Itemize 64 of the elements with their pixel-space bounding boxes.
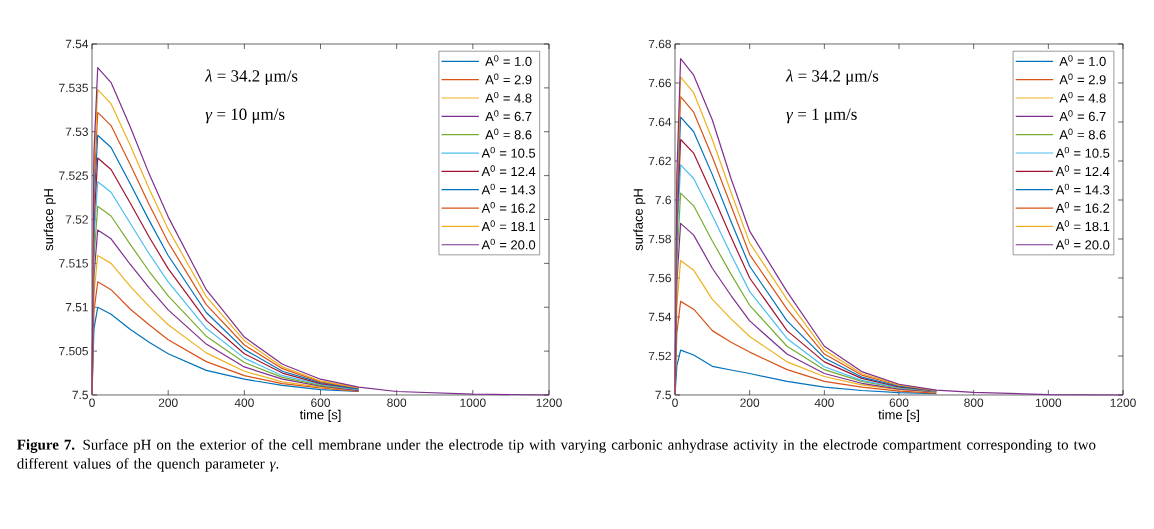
- legend-label: A$^{0}$ = 16.2: [1055, 201, 1110, 213]
- x-axis-title: time [s]: [299, 409, 341, 422]
- y-tick-label: 7.64: [648, 117, 672, 127]
- x-tick-label: 0: [89, 398, 95, 407]
- legend-label: A$^{0}$ = 20.0: [1055, 238, 1110, 250]
- legend-label: A$^{0}$ = 2.9: [1059, 73, 1106, 85]
- y-tick-label: 7.525: [59, 171, 88, 180]
- legend-label: A$^{0}$ = 10.5: [1055, 146, 1110, 158]
- y-axis-title: surface pH: [633, 189, 646, 251]
- x-tick-label: 800: [387, 398, 407, 407]
- legend-label: A$^{0}$ = 14.3: [481, 183, 536, 195]
- x-tick-label: 400: [814, 398, 834, 407]
- annotation: γ = 10 μm/s: [205, 108, 285, 124]
- legend-label: A$^{0}$ = 4.8: [485, 91, 532, 103]
- legend-label: A$^{0}$ = 18.1: [1055, 220, 1110, 232]
- legend-label: A$^{0}$ = 2.9: [485, 73, 532, 85]
- y-tick-label: 7.6: [655, 195, 671, 205]
- y-tick-label: 7.53: [65, 127, 88, 136]
- text: Figure 7. Surface pH on the exterior of the cell membrane under the electrode tip with varying carbonic anhydrase activity in the electrode compartment corresponding to two different values of the quench parameter γ.: [17, 439, 1096, 472]
- y-tick-label: 7.52: [65, 215, 88, 224]
- y-tick-label: 7.68: [648, 39, 671, 49]
- legend-label: A$^{0}$ = 14.3: [1055, 183, 1110, 195]
- y-tick-label: 7.5: [72, 390, 88, 400]
- x-tick-label: 200: [158, 398, 178, 407]
- x-tick-label: 1200: [536, 398, 562, 407]
- x-tick-label: 200: [740, 398, 760, 407]
- y-tick-label: 7.54: [65, 39, 89, 49]
- legend-label: A$^{0}$ = 1.0: [485, 55, 532, 66]
- y-tick-label: 7.505: [59, 346, 88, 356]
- legend-label: A$^{0}$ = 6.7: [485, 110, 532, 122]
- x-tick-label: 1000: [1035, 398, 1062, 407]
- y-tick-label: 7.535: [59, 83, 88, 93]
- x-tick-label: 400: [234, 398, 254, 407]
- legend-label: A$^{0}$ = 8.6: [1059, 128, 1106, 140]
- legend-label: A$^{0}$ = 4.8: [1059, 91, 1106, 103]
- legend-label: A$^{0}$ = 6.7: [1059, 110, 1106, 122]
- x-tick-label: 1200: [1110, 398, 1136, 407]
- legend-label: A$^{0}$ = 12.4: [481, 165, 536, 176]
- legend-label: A$^{0}$ = 12.4: [1055, 165, 1110, 176]
- legend-label: A$^{0}$ = 18.1: [481, 220, 536, 232]
- x-tick-label: 600: [889, 398, 909, 407]
- x-tick-label: 1000: [460, 398, 486, 407]
- x-tick-label: 800: [964, 398, 984, 407]
- y-tick-label: 7.515: [59, 259, 88, 268]
- y-tick-label: 7.5: [655, 390, 671, 400]
- y-tick-label: 7.52: [648, 351, 671, 361]
- annotation: λ = 34.2 μm/s: [204, 69, 298, 86]
- annotation: λ = 34.2 μm/s: [785, 69, 879, 86]
- x-tick-label: 600: [311, 398, 331, 407]
- y-axis-title: surface pH: [43, 189, 56, 251]
- y-tick-label: 7.62: [648, 156, 671, 166]
- x-tick-label: 0: [672, 398, 678, 407]
- annotation: γ = 1 μm/s: [786, 108, 857, 124]
- y-tick-label: 7.56: [648, 273, 671, 283]
- legend-label: A$^{0}$ = 10.5: [481, 146, 536, 158]
- x-axis-title: time [s]: [878, 409, 919, 422]
- legend-label: A$^{0}$ = 20.0: [481, 238, 536, 250]
- legend-label: A$^{0}$ = 8.6: [485, 128, 532, 140]
- y-tick-label: 7.66: [648, 78, 671, 88]
- y-tick-label: 7.51: [65, 303, 88, 312]
- y-tick-label: 7.58: [648, 234, 671, 244]
- y-tick-label: 7.54: [648, 312, 672, 322]
- legend-label: A$^{0}$ = 1.0: [1059, 55, 1106, 66]
- legend-label: A$^{0}$ = 16.2: [481, 201, 536, 213]
